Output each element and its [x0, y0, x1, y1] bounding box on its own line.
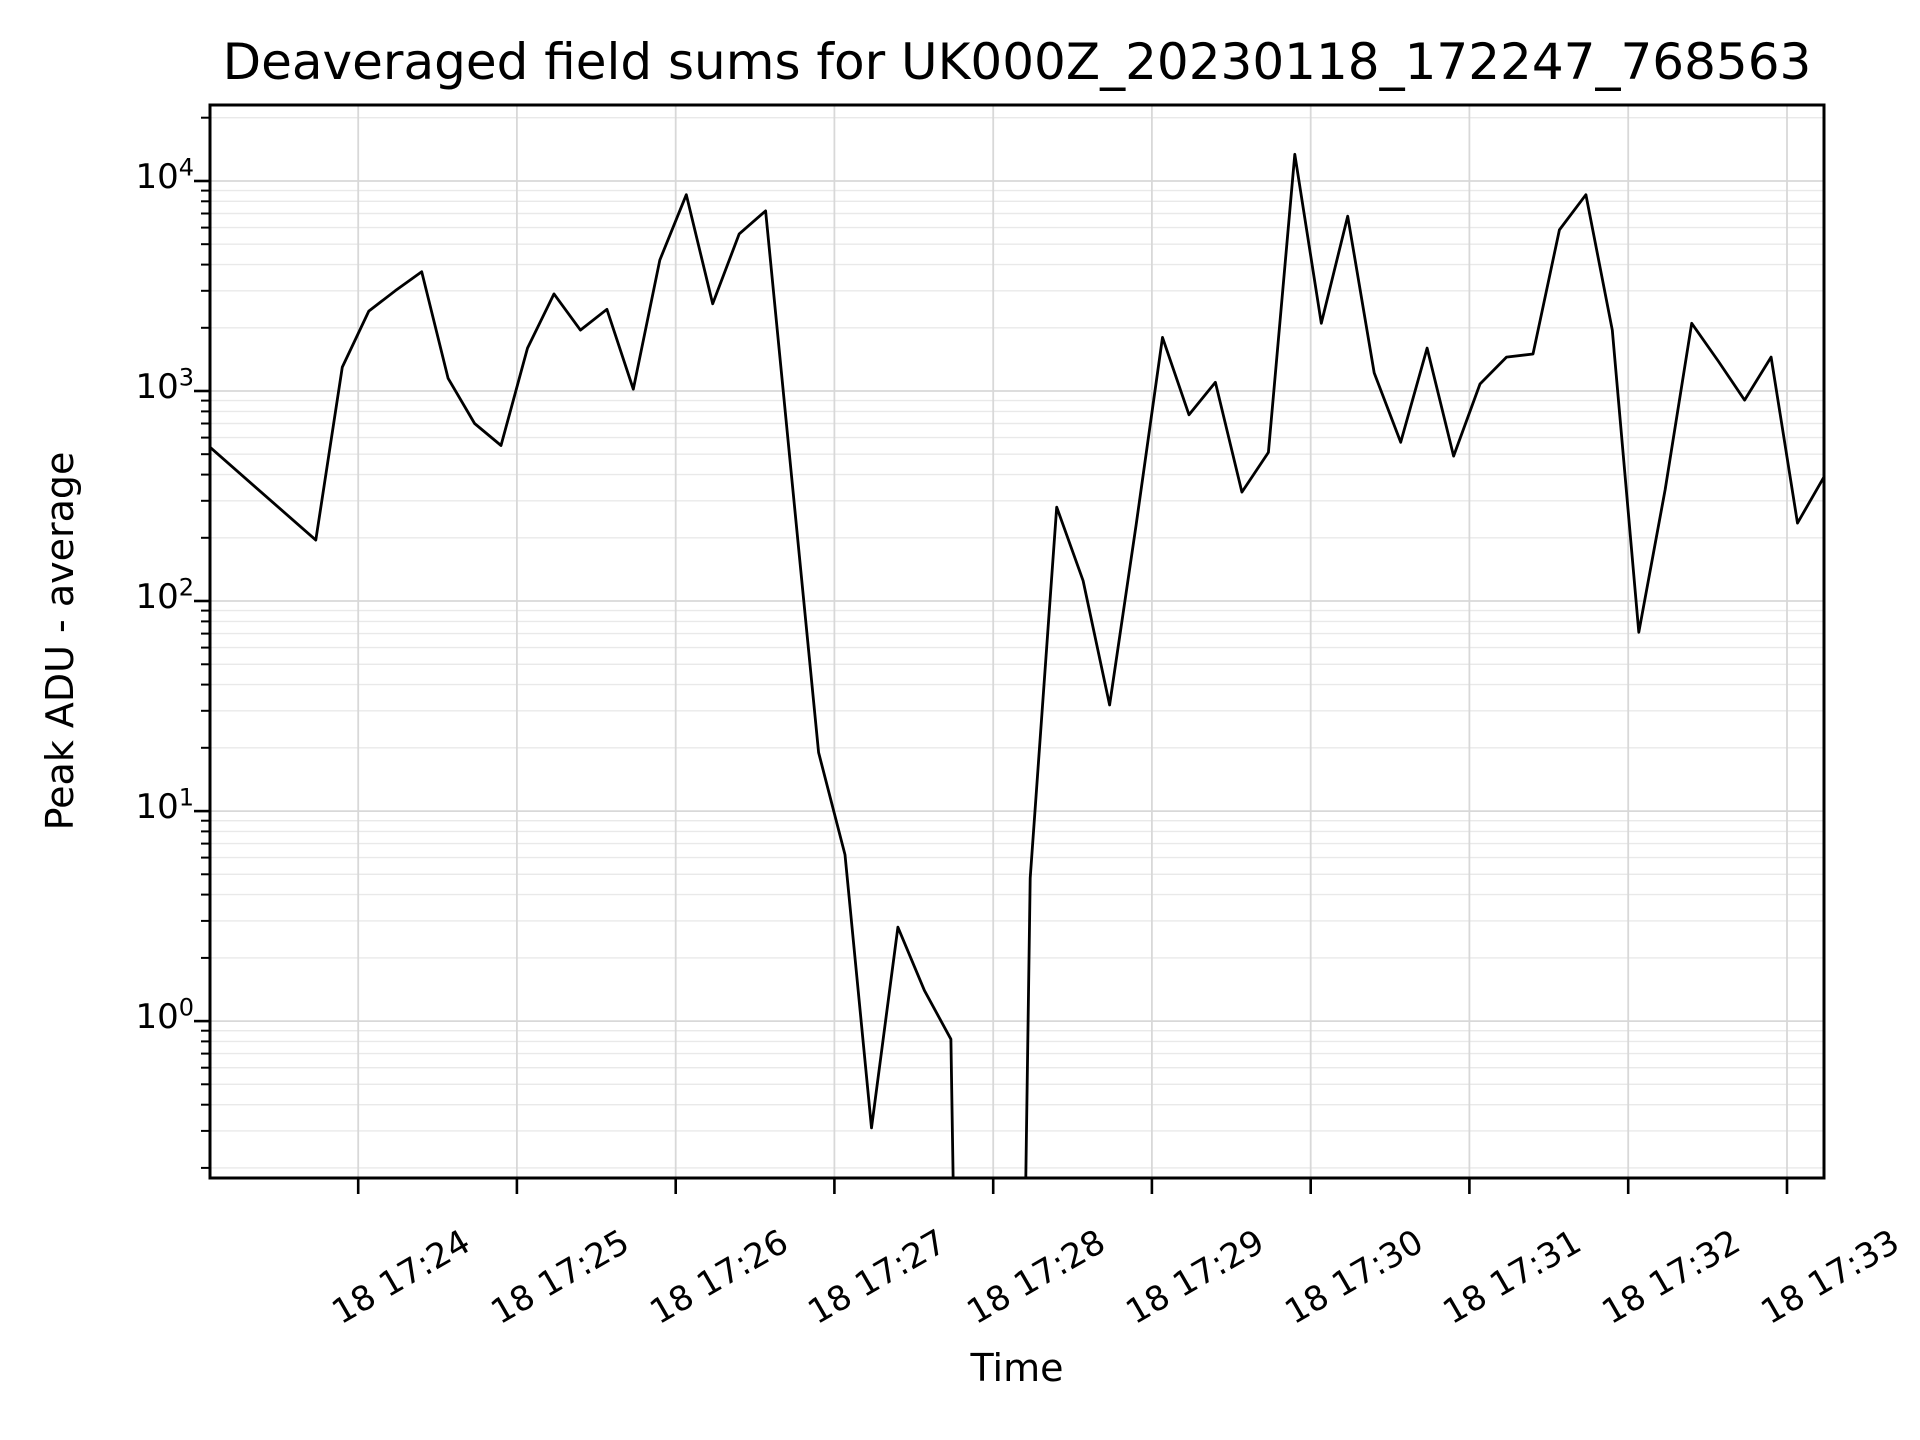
x-axis-label: Time — [970, 1346, 1064, 1390]
y-tick-label: 102 — [135, 573, 194, 618]
chart-title: Deaveraged field sums for UK000Z_2023011… — [222, 33, 1812, 91]
y-tick-label: 100 — [135, 993, 194, 1038]
data-line-series — [209, 152, 1825, 1179]
y-tick-label: 101 — [135, 783, 194, 828]
y-axis-label: Peak ADU - average — [38, 451, 82, 831]
y-tick-label: 104 — [135, 153, 194, 197]
axes-spines — [208, 103, 1826, 1180]
y-tick-label: 103 — [135, 363, 194, 407]
